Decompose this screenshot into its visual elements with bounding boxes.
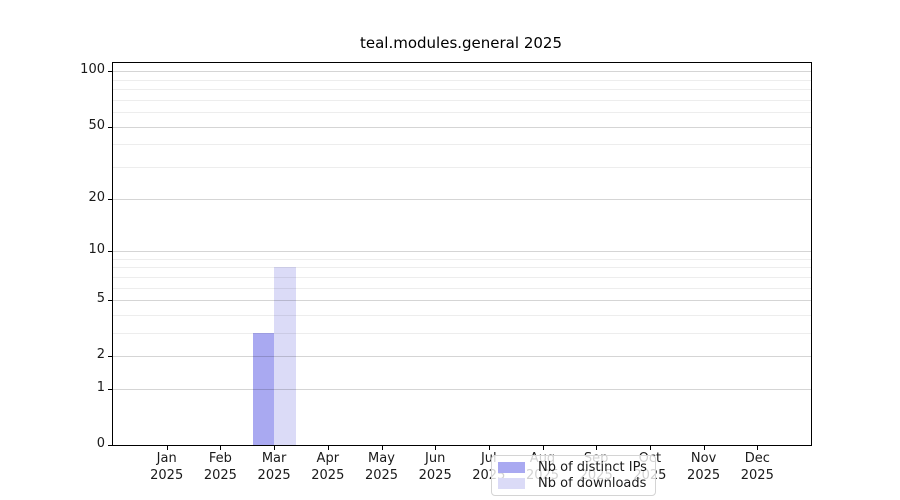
y-tick-label: 1 bbox=[96, 379, 105, 395]
y-tick-mark bbox=[108, 250, 112, 252]
minor-gridline bbox=[113, 99, 811, 101]
major-gridline bbox=[113, 198, 811, 200]
y-tick-label: 0 bbox=[96, 436, 105, 451]
legend-row-downloads: Nb of downloads bbox=[498, 476, 647, 492]
x-tick-mark bbox=[649, 446, 651, 450]
y-tick-mark bbox=[108, 299, 112, 301]
x-tick-label: May 2025 bbox=[364, 451, 399, 483]
x-tick-mark bbox=[435, 446, 437, 450]
minor-gridline bbox=[113, 89, 811, 91]
major-gridline bbox=[113, 71, 811, 73]
x-tick-mark bbox=[542, 446, 544, 450]
minor-gridline bbox=[113, 287, 811, 289]
y-tick-label: 20 bbox=[88, 189, 105, 205]
x-tick-mark bbox=[166, 446, 168, 450]
x-tick-label: Feb 2025 bbox=[203, 451, 237, 483]
x-tick-mark bbox=[381, 446, 383, 450]
y-tick-label: 50 bbox=[88, 117, 105, 133]
bar-distinct-ips bbox=[252, 332, 275, 445]
x-tick-mark bbox=[220, 446, 222, 450]
legend-label-downloads: Nb of downloads bbox=[538, 475, 647, 491]
y-tick-mark bbox=[108, 198, 112, 200]
y-tick-mark bbox=[108, 445, 112, 446]
x-tick-label: Jan 2025 bbox=[150, 451, 184, 483]
x-tick-label: Jun 2025 bbox=[418, 451, 452, 483]
minor-gridline bbox=[113, 167, 811, 168]
legend: Nb of distinct IPs Nb of downloads bbox=[491, 455, 656, 496]
minor-gridline bbox=[113, 258, 811, 260]
legend-label-distinct-ips: Nb of distinct IPs bbox=[538, 460, 647, 476]
minor-gridline bbox=[113, 112, 811, 114]
legend-row-distinct-ips: Nb of distinct IPs bbox=[498, 460, 647, 476]
legend-swatch-distinct-ips bbox=[498, 462, 525, 474]
bar-downloads bbox=[274, 267, 296, 445]
x-tick-label: Dec 2025 bbox=[740, 451, 774, 483]
chart-title: teal.modules.general 2025 bbox=[360, 34, 562, 52]
minor-gridline bbox=[113, 79, 811, 81]
y-tick-label: 10 bbox=[88, 241, 105, 257]
x-tick-mark bbox=[488, 446, 490, 450]
y-tick-mark bbox=[108, 126, 112, 128]
x-tick-label: Nov 2025 bbox=[687, 451, 721, 483]
minor-gridline bbox=[113, 276, 811, 278]
minor-gridline bbox=[113, 267, 811, 269]
x-tick-mark bbox=[274, 446, 276, 450]
major-gridline bbox=[113, 299, 811, 301]
x-tick-mark bbox=[757, 446, 759, 450]
x-tick-label: Mar 2025 bbox=[257, 451, 291, 483]
minor-gridline bbox=[113, 314, 811, 316]
major-gridline bbox=[113, 356, 811, 358]
legend-swatch-downloads bbox=[498, 477, 525, 489]
y-tick-mark bbox=[108, 71, 112, 73]
x-tick-mark bbox=[596, 446, 598, 450]
x-tick-mark bbox=[703, 446, 705, 450]
major-gridline bbox=[113, 388, 811, 390]
major-gridline bbox=[113, 250, 811, 252]
y-tick-mark bbox=[108, 356, 112, 358]
y-tick-label: 5 bbox=[96, 290, 105, 306]
x-tick-mark bbox=[327, 446, 329, 450]
y-tick-mark bbox=[108, 388, 112, 390]
major-gridline bbox=[113, 126, 811, 128]
minor-gridline bbox=[113, 332, 811, 334]
y-axis-labels: 0 1 2 5 10 20 50 100 bbox=[0, 62, 105, 454]
y-tick-label: 2 bbox=[96, 347, 105, 363]
minor-gridline bbox=[113, 144, 811, 146]
plot-area: Jan 2025 Feb 2025 Mar 2025 Apr 2025 May 2025… bbox=[108, 62, 812, 496]
y-tick-label: 100 bbox=[80, 62, 105, 78]
x-tick-label: Apr 2025 bbox=[311, 451, 345, 483]
